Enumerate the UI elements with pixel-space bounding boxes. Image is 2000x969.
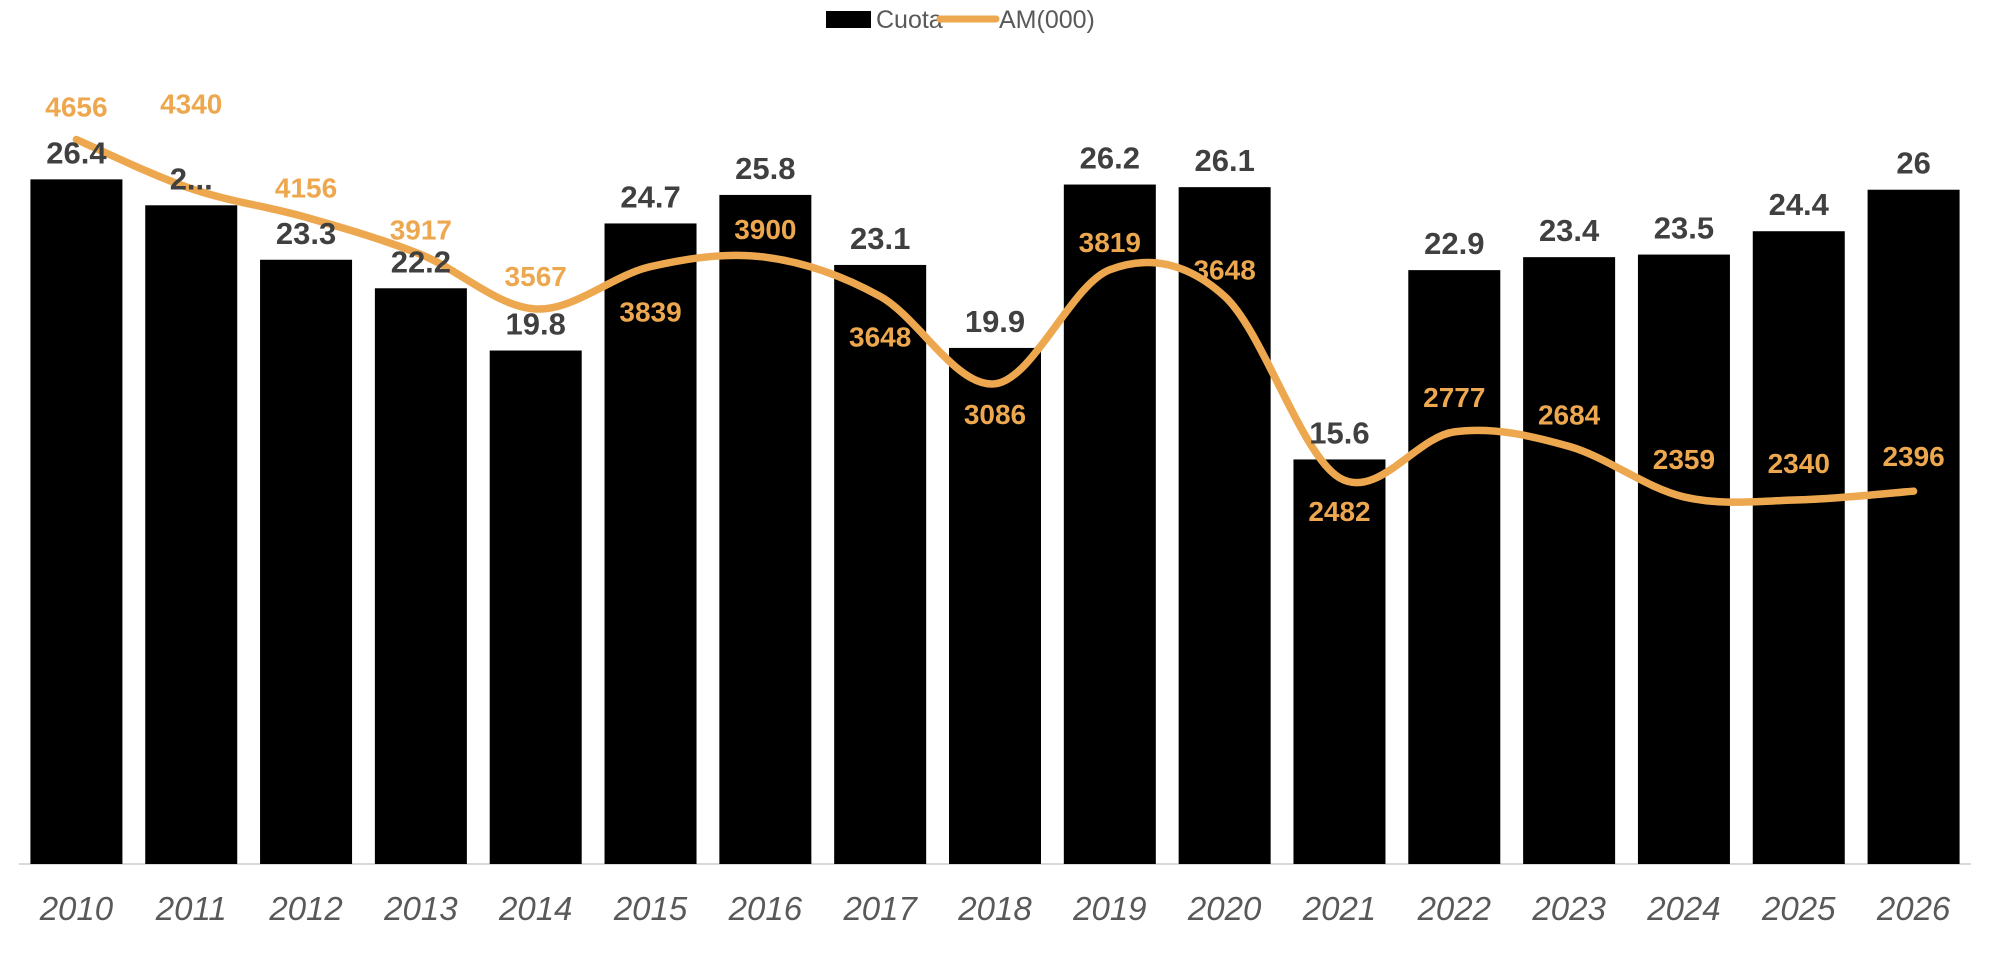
- x-tick-2023: 2023: [1531, 890, 1606, 927]
- line-label-2019: 3819: [1079, 227, 1141, 258]
- bar-2011: [145, 205, 238, 864]
- bar-2012: [260, 259, 353, 865]
- bar-2010: [30, 179, 123, 865]
- line-label-2011: 4340: [160, 89, 222, 120]
- x-tick-2024: 2024: [1646, 890, 1720, 927]
- bar-label-2012: 23.3: [276, 216, 336, 251]
- bar-label-2024: 23.5: [1654, 211, 1714, 246]
- line-label-2021: 2482: [1308, 496, 1370, 527]
- line-label-2025: 2340: [1768, 448, 1830, 479]
- x-tick-2016: 2016: [728, 890, 803, 927]
- line-label-2023: 2684: [1538, 399, 1601, 430]
- line-label-2013: 3917: [390, 215, 452, 246]
- x-tick-2019: 2019: [1072, 890, 1146, 927]
- line-label-2018: 3086: [964, 399, 1026, 430]
- bar-2016: [719, 194, 812, 865]
- x-tick-2022: 2022: [1417, 890, 1491, 927]
- line-label-2015: 3839: [619, 297, 681, 328]
- bar-label-2021: 15.6: [1309, 415, 1369, 450]
- bar-2025: [1752, 231, 1845, 864]
- bar-label-2011: 2...: [170, 161, 213, 196]
- line-label-2012: 4156: [275, 172, 337, 203]
- bar-label-2023: 23.4: [1539, 213, 1600, 248]
- line-label-2026: 2396: [1882, 441, 1944, 472]
- bar-label-2026: 26: [1896, 146, 1930, 181]
- bar-label-2018: 19.9: [965, 304, 1025, 339]
- x-tick-2025: 2025: [1761, 890, 1836, 927]
- x-tick-2020: 2020: [1187, 890, 1262, 927]
- bar-label-2019: 26.2: [1080, 141, 1140, 176]
- bar-label-2022: 22.9: [1424, 226, 1484, 261]
- bar-2020: [1178, 187, 1271, 864]
- x-tick-2010: 2010: [39, 890, 114, 927]
- x-tick-2014: 2014: [498, 890, 572, 927]
- bar-label-2016: 25.8: [735, 151, 795, 186]
- line-label-2014: 3567: [505, 261, 567, 292]
- bar-2026: [1867, 189, 1960, 864]
- x-tick-2015: 2015: [613, 890, 688, 927]
- bar-2013: [374, 288, 467, 864]
- x-tick-2017: 2017: [842, 890, 918, 927]
- bar-2022: [1408, 270, 1501, 864]
- x-tick-2021: 2021: [1302, 890, 1376, 927]
- x-tick-2018: 2018: [957, 890, 1032, 927]
- x-tick-2012: 2012: [268, 890, 342, 927]
- legend-swatch-cuota: [826, 11, 871, 28]
- bar-label-2015: 24.7: [620, 179, 680, 214]
- bar-label-2013: 22.2: [391, 244, 451, 279]
- bar-label-2020: 26.1: [1194, 143, 1254, 178]
- x-tick-2013: 2013: [383, 890, 458, 927]
- legend: Cuota AM(000): [826, 6, 1095, 34]
- bar-2014: [489, 350, 582, 864]
- line-am: [72, 135, 1918, 506]
- line-label-2016: 3900: [734, 214, 796, 245]
- x-tick-2026: 2026: [1876, 890, 1951, 927]
- line-label-2010: 4656: [45, 92, 107, 123]
- bar-label-2025: 24.4: [1769, 187, 1830, 222]
- legend-label-am: AM(000): [999, 6, 1095, 34]
- bar-2021: [1293, 459, 1386, 864]
- line-label-2022: 2777: [1423, 382, 1485, 413]
- bar-2017: [834, 264, 927, 864]
- bar-label-2010: 26.4: [46, 135, 107, 170]
- line-label-2020: 3648: [1193, 254, 1255, 285]
- legend-label-cuota: Cuota: [876, 6, 943, 34]
- bar-2023: [1523, 257, 1616, 864]
- bar-2018: [949, 347, 1041, 865]
- line-label-2024: 2359: [1653, 444, 1715, 475]
- bar-label-2017: 23.1: [850, 221, 910, 256]
- line-label-2017: 3648: [849, 321, 911, 352]
- bar-2019: [1063, 184, 1156, 865]
- bar-label-2014: 19.8: [506, 307, 566, 342]
- bar-2024: [1637, 254, 1730, 865]
- x-tick-2011: 2011: [155, 890, 227, 927]
- bar-2015: [604, 223, 697, 865]
